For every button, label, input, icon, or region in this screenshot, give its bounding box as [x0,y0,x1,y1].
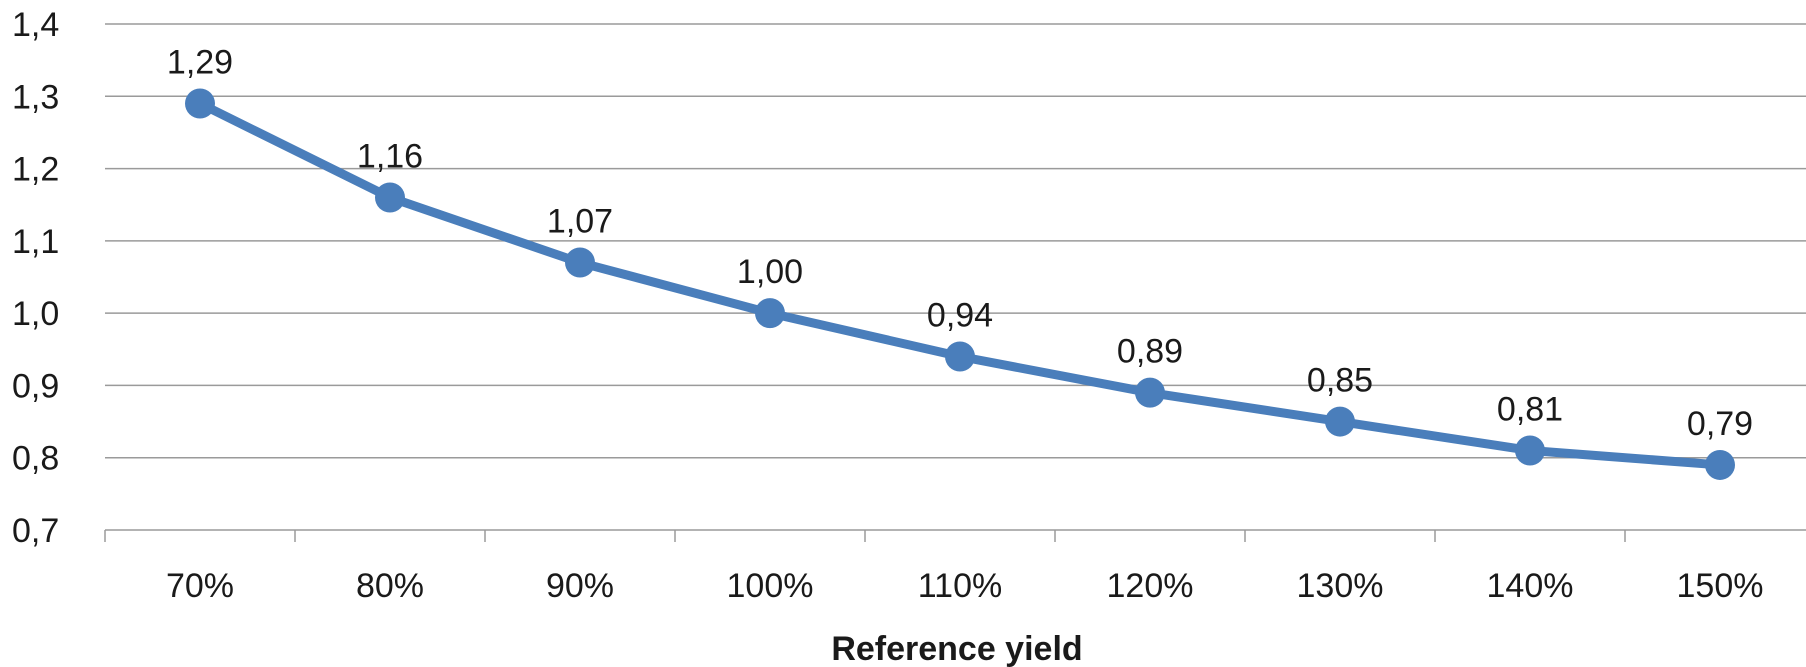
x-tick-label: 70% [166,567,234,605]
y-tick-label: 1,2 [12,151,59,189]
data-point [945,341,975,372]
gridlines [105,23,1806,459]
y-tick-label: 1,4 [12,6,59,44]
data-point [1135,377,1165,408]
data-label: 0,79 [1687,405,1753,443]
data-labels: 1,29 1,16 1,07 1,00 0,94 0,89 0,85 0,81 0,79 [167,44,1753,443]
x-tick-label: 140% [1487,567,1574,605]
x-tick-label: 80% [356,567,424,605]
series-line [195,99,1725,470]
x-tick-label: 120% [1107,567,1194,605]
x-tick-label: 90% [546,567,614,605]
y-tick-label: 1,0 [12,295,59,333]
data-label: 1,29 [167,44,233,82]
x-tick-label: 100% [727,567,814,605]
data-point [1515,435,1545,466]
data-series [185,88,1735,480]
y-tick-label: 0,7 [12,512,59,550]
x-tick-label: 130% [1297,567,1384,605]
x-tick-label: 150% [1677,567,1764,605]
y-tick-label: 1,3 [12,78,59,116]
data-point [755,298,785,329]
data-label: 0,81 [1497,390,1563,428]
x-axis-title: Reference yield [831,630,1082,667]
data-label: 0,89 [1117,333,1183,371]
data-point [565,247,595,278]
data-point [1325,406,1355,437]
data-point [185,88,215,119]
x-axis-tick-labels: 70% 80% 90% 100% 110% 120% 130% 140% 150% [166,567,1764,605]
data-point [375,182,405,213]
y-tick-label: 1,1 [12,223,59,261]
y-tick-label: 0,9 [12,367,59,405]
y-axis-tick-labels: 0,7 0,8 0,9 1,0 1,1 1,2 1,3 1,4 [12,6,59,550]
data-point [1705,449,1735,480]
data-label: 1,16 [357,137,423,175]
data-label: 0,85 [1307,362,1373,400]
data-label: 1,07 [547,203,613,241]
data-label: 0,94 [927,297,993,335]
data-label: 1,00 [737,253,803,291]
y-tick-label: 0,8 [12,440,59,478]
x-tick-label: 110% [918,567,1002,605]
x-axis [104,529,1806,542]
